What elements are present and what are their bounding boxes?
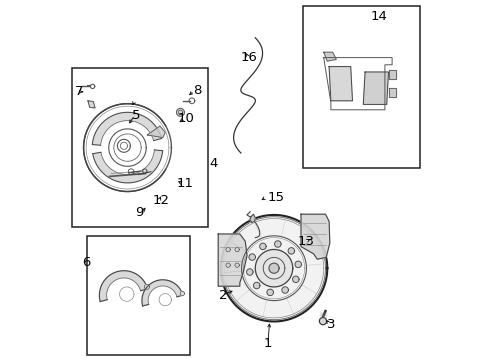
Polygon shape <box>328 67 352 101</box>
Circle shape <box>268 263 279 273</box>
Text: 3: 3 <box>326 318 334 330</box>
Circle shape <box>319 318 326 325</box>
Circle shape <box>222 217 325 320</box>
Circle shape <box>246 269 253 275</box>
Polygon shape <box>218 234 246 286</box>
Circle shape <box>292 276 299 283</box>
Text: 8: 8 <box>193 84 202 97</box>
Polygon shape <box>249 214 255 222</box>
Circle shape <box>287 248 294 254</box>
Polygon shape <box>301 214 329 259</box>
Polygon shape <box>93 150 163 183</box>
Polygon shape <box>323 52 336 61</box>
Text: 1: 1 <box>263 337 272 350</box>
Text: 14: 14 <box>369 10 386 23</box>
Polygon shape <box>388 88 396 97</box>
Bar <box>72 68 207 227</box>
Circle shape <box>253 282 260 289</box>
Circle shape <box>144 284 149 289</box>
Circle shape <box>274 241 281 247</box>
Circle shape <box>176 108 184 116</box>
Text: 16: 16 <box>240 51 257 64</box>
Circle shape <box>281 287 288 293</box>
Circle shape <box>255 249 292 287</box>
Circle shape <box>225 263 230 267</box>
Text: 5: 5 <box>132 109 141 122</box>
Bar <box>302 6 419 168</box>
Circle shape <box>180 291 184 296</box>
Circle shape <box>234 263 239 267</box>
Text: 11: 11 <box>176 177 193 190</box>
Text: 6: 6 <box>81 256 90 269</box>
Circle shape <box>266 289 273 296</box>
Circle shape <box>234 247 239 252</box>
Polygon shape <box>147 126 165 138</box>
Text: 9: 9 <box>135 206 143 219</box>
Polygon shape <box>92 112 161 145</box>
Polygon shape <box>388 70 396 79</box>
Text: 13: 13 <box>297 235 314 248</box>
Circle shape <box>248 254 255 260</box>
Polygon shape <box>99 271 147 302</box>
Circle shape <box>225 247 230 252</box>
Polygon shape <box>363 72 387 104</box>
Circle shape <box>294 261 301 267</box>
Text: 15: 15 <box>267 191 285 204</box>
Text: 2: 2 <box>218 289 227 302</box>
Polygon shape <box>88 101 95 108</box>
Text: 12: 12 <box>152 194 169 207</box>
Text: 4: 4 <box>209 157 217 170</box>
Circle shape <box>259 243 265 249</box>
Text: 10: 10 <box>177 112 194 125</box>
Polygon shape <box>142 280 183 306</box>
Text: 7: 7 <box>75 85 84 98</box>
Bar <box>87 236 190 355</box>
